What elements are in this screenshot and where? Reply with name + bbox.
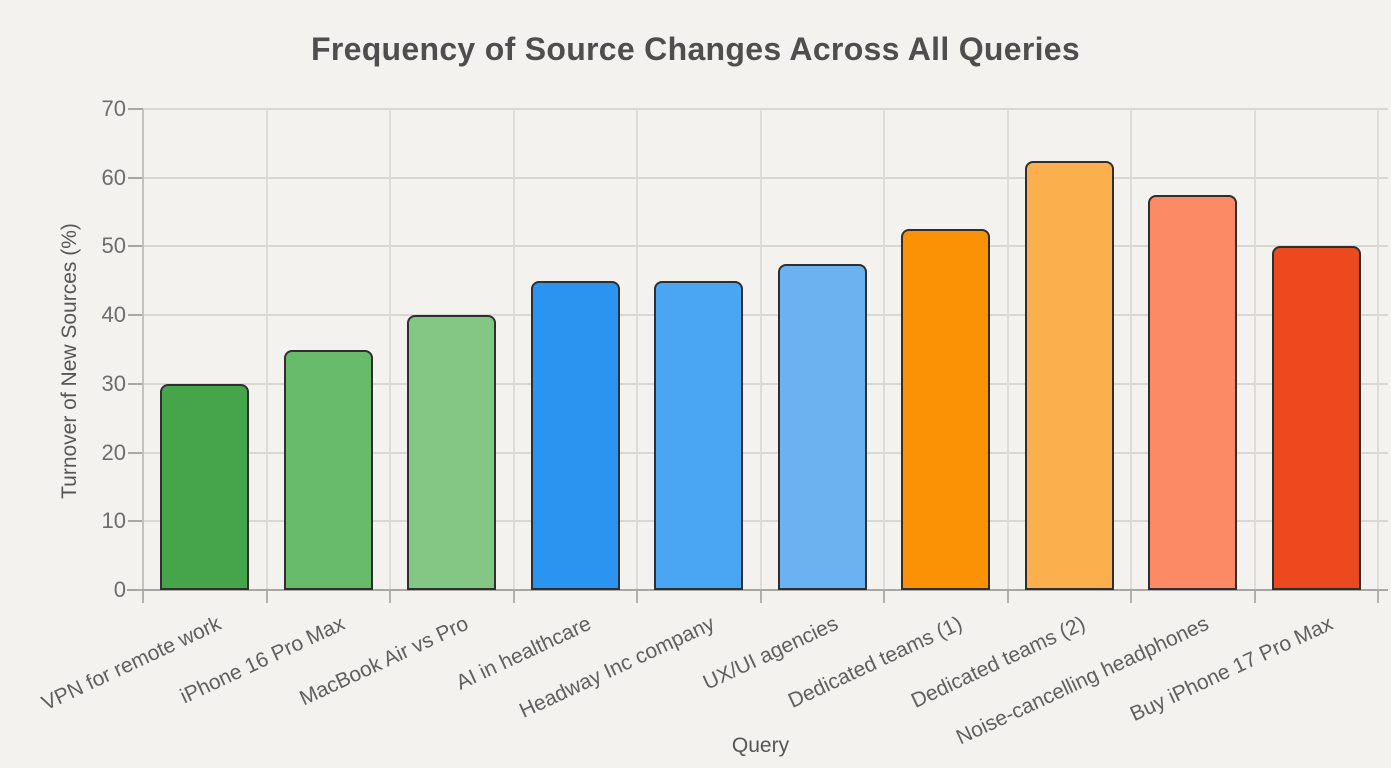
y-tick-20: [128, 451, 143, 454]
y-tick-70: [128, 108, 143, 110]
x-axis-line: [127, 589, 1388, 591]
y-tick-label-70: 70: [101, 96, 126, 121]
y-tick-label-50: 50: [101, 233, 126, 259]
gridline-x-2: [389, 109, 391, 590]
y-tick-label-40: 40: [101, 302, 126, 328]
gridline-x-4: [636, 109, 638, 590]
gridline-x-9: [1253, 109, 1256, 590]
gridline-x-6: [883, 109, 885, 590]
x-tick-9: [1253, 590, 1256, 603]
bar-iphone-16-pro-max: [283, 349, 373, 590]
gridline-x-5: [759, 109, 762, 590]
y-tick-label-30: 30: [101, 370, 126, 396]
bar-ai-in-healthcare: [530, 280, 620, 590]
x-tick-label-10: Buy iPhone 17 Pro Max: [1126, 612, 1336, 727]
gridline-y-50: [143, 245, 1388, 248]
gridline-y-40: [143, 314, 1388, 317]
y-tick-10: [128, 520, 143, 523]
y-tick-label-60: 60: [101, 164, 126, 190]
x-tick-3: [512, 590, 515, 603]
y-tick-60: [128, 176, 143, 179]
bar-headway-inc-company: [654, 280, 744, 590]
gridline-y-30: [143, 382, 1388, 385]
bar-ux-ui-agencies: [777, 263, 867, 590]
gridline-x-1: [265, 109, 268, 590]
gridline-y-10: [143, 520, 1388, 523]
bar-noise-cancelling-headphones: [1148, 194, 1238, 590]
chart-title: Frequency of Source Changes Across All Q…: [311, 31, 1080, 67]
bar-dedicated-teams-2-: [1024, 160, 1114, 590]
gridline-y-20: [143, 451, 1388, 454]
y-axis-line: [142, 109, 144, 590]
y-tick-label-20: 20: [101, 439, 126, 465]
x-tick-2: [389, 590, 391, 603]
y-tick-label-0: 0: [113, 577, 126, 602]
gridline-x-7: [1006, 109, 1009, 590]
x-tick-0: [142, 590, 144, 603]
gridline-y-70: [143, 108, 1388, 110]
x-tick-4: [636, 590, 638, 603]
x-tick-5: [759, 590, 762, 603]
x-tick-10: [1377, 590, 1379, 603]
x-tick-7: [1006, 590, 1009, 603]
gridline-x-3: [512, 109, 515, 590]
y-tick-50: [128, 245, 143, 248]
x-tick-1: [265, 590, 268, 603]
y-tick-30: [128, 382, 143, 385]
x-axis-title: Query: [731, 734, 790, 757]
y-tick-label-10: 10: [101, 508, 126, 534]
bar-buy-iphone-17-pro-max: [1271, 246, 1361, 590]
bar-dedicated-teams-1-: [901, 229, 991, 590]
x-tick-8: [1130, 590, 1132, 603]
gridline-x-10: [1377, 109, 1379, 590]
x-tick-6: [883, 590, 885, 603]
bar-macbook-air-vs-pro: [407, 315, 497, 590]
gridline-y-60: [143, 176, 1388, 179]
gridline-x-8: [1130, 109, 1132, 590]
bar-vpn-for-remote-work: [160, 383, 250, 590]
y-tick-40: [128, 314, 143, 317]
